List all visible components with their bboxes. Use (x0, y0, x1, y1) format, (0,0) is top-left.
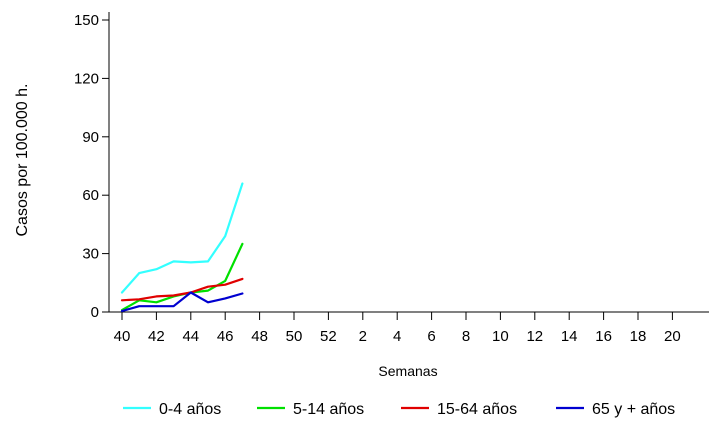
x-tick-label: 14 (561, 328, 578, 345)
legend: 0-4 años 5-14 años 15-64 años 65 y + años (123, 401, 675, 418)
x-tick-label: 48 (251, 328, 268, 345)
y-tick-label: 60 (82, 187, 99, 204)
x-tick-label: 2 (359, 328, 367, 345)
series-line (120, 277, 244, 302)
x-tick-label: 12 (526, 328, 543, 345)
series-lines (120, 182, 244, 313)
x-tick-label: 16 (595, 328, 612, 345)
series-line (120, 182, 244, 294)
x-tick-label: 10 (492, 328, 509, 345)
series-line (120, 291, 244, 313)
y-tick-label: 150 (74, 12, 99, 29)
y-tick-label: 30 (82, 246, 99, 263)
x-tick-label: 6 (427, 328, 435, 345)
y-axis-ticks: 0 30 60 90 120 150 (74, 12, 109, 321)
y-tick-label: 120 (74, 70, 99, 87)
x-tick-label: 4 (393, 328, 401, 345)
x-tick-label: 18 (630, 328, 647, 345)
x-tick-label: 40 (114, 328, 131, 345)
y-tick-label: 0 (91, 304, 99, 321)
x-tick-label: 46 (217, 328, 234, 345)
legend-label: 0-4 años (159, 401, 221, 418)
x-axis-title: Semanas (378, 363, 437, 379)
axes (108, 12, 709, 313)
x-tick-label: 50 (286, 328, 303, 345)
y-tick-label: 90 (82, 129, 99, 146)
x-tick-label: 52 (320, 328, 337, 345)
legend-label: 15-64 años (437, 401, 517, 418)
x-axis-ticks: 40 42 44 46 48 50 52 2 4 6 8 10 12 14 16 18 20 (114, 312, 681, 345)
x-tick-label: 42 (148, 328, 165, 345)
legend-label: 5-14 años (293, 401, 364, 418)
y-axis-title: Casos por 100.000 h. (14, 84, 31, 237)
x-tick-label: 20 (664, 328, 681, 345)
x-tick-label: 44 (182, 328, 199, 345)
x-tick-label: 8 (462, 328, 470, 345)
legend-label: 65 y + años (592, 401, 675, 418)
